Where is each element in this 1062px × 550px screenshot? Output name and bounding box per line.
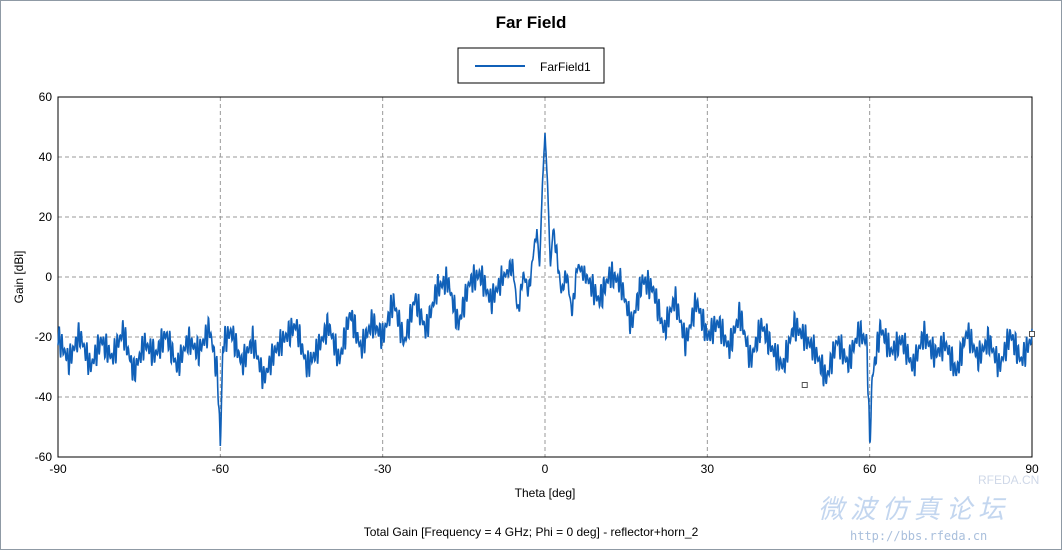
y-tick-label: -20	[35, 330, 53, 344]
y-tick-label: 0	[45, 270, 52, 284]
y-tick-label: -60	[35, 450, 53, 464]
watermark-site: RFEDA.CN	[978, 473, 1039, 487]
legend-label: FarField1	[540, 60, 591, 74]
watermark-url: http://bbs.rfeda.cn	[850, 529, 987, 543]
marker-layer	[801, 331, 1035, 388]
x-tick-label: 90	[1025, 462, 1039, 476]
y-tick-label: 40	[39, 150, 53, 164]
x-tick-label: -60	[212, 462, 230, 476]
series-line-farfield1	[57, 132, 1033, 447]
watermark: RFEDA.CN 微波仿真论坛 http://bbs.rfeda.cn	[818, 473, 1039, 543]
plot-area-border	[57, 96, 1033, 458]
x-tick-label: 60	[863, 462, 877, 476]
y-tick-label: -40	[35, 390, 53, 404]
chart-title: Far Field	[496, 13, 567, 32]
x-tick-label: 0	[542, 462, 549, 476]
grid	[58, 97, 1032, 457]
series-layer	[57, 132, 1033, 447]
legend: FarField1	[457, 47, 605, 84]
chart-caption: Total Gain [Frequency = 4 GHz; Phi = 0 d…	[364, 525, 699, 539]
watermark-chinese: 微波仿真论坛	[818, 495, 1010, 525]
x-tick-label: -30	[374, 462, 392, 476]
x-axis-label: Theta [deg]	[515, 486, 576, 500]
data-marker	[801, 382, 808, 388]
y-axis-label: Gain [dBi]	[12, 251, 26, 304]
data-marker	[1029, 331, 1035, 337]
y-tick-label: 20	[39, 210, 53, 224]
y-tick-label: 60	[39, 90, 53, 104]
x-tick-label: -90	[49, 462, 67, 476]
x-tick-label: 30	[701, 462, 715, 476]
